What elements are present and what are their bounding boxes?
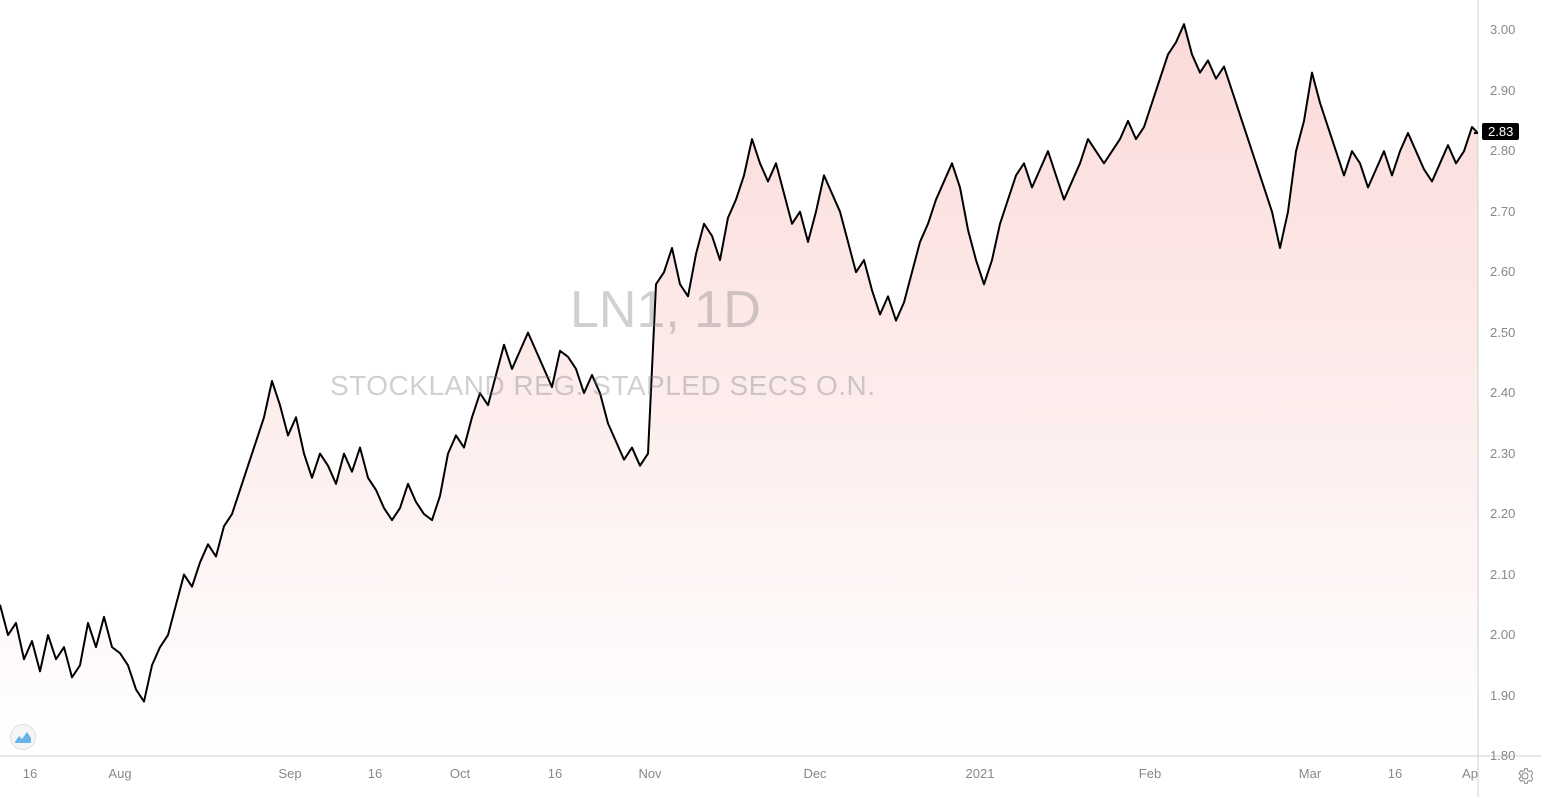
y-tick-label: 2.60 xyxy=(1490,264,1515,279)
y-tick-label: 2.10 xyxy=(1490,567,1515,582)
y-tick-label: 2.30 xyxy=(1490,446,1515,461)
x-tick-label: Mar xyxy=(1299,766,1321,781)
x-tick-label: Dec xyxy=(803,766,826,781)
x-tick-label: Sep xyxy=(278,766,301,781)
x-tick-label: Feb xyxy=(1139,766,1161,781)
x-tick-label: Oct xyxy=(450,766,470,781)
y-tick-label: 2.70 xyxy=(1490,204,1515,219)
y-tick-label: 2.90 xyxy=(1490,83,1515,98)
gear-icon xyxy=(1517,768,1533,784)
provider-logo-badge[interactable] xyxy=(10,724,36,750)
y-tick-label: 2.20 xyxy=(1490,506,1515,521)
y-tick-label: 1.90 xyxy=(1490,688,1515,703)
chart-area-fill xyxy=(0,24,1478,756)
x-tick-label: Ap xyxy=(1462,766,1478,781)
price-chart-svg[interactable] xyxy=(0,0,1541,797)
x-tick-label: 16 xyxy=(1388,766,1402,781)
x-tick-label: 16 xyxy=(23,766,37,781)
y-tick-label: 2.80 xyxy=(1490,143,1515,158)
x-tick-label: 16 xyxy=(548,766,562,781)
chart-settings-button[interactable] xyxy=(1515,766,1535,786)
chart-container: LN1, 1D STOCKLAND REG. STAPLED SECS O.N.… xyxy=(0,0,1541,797)
x-tick-label: 2021 xyxy=(966,766,995,781)
current-price-badge: 2.83 xyxy=(1482,123,1519,140)
y-tick-label: 3.00 xyxy=(1490,22,1515,37)
x-tick-label: Nov xyxy=(638,766,661,781)
mountain-chart-icon xyxy=(14,730,32,744)
y-tick-label: 1.80 xyxy=(1490,748,1515,763)
x-tick-label: 16 xyxy=(368,766,382,781)
y-tick-label: 2.00 xyxy=(1490,627,1515,642)
y-tick-label: 2.40 xyxy=(1490,385,1515,400)
x-tick-label: Aug xyxy=(108,766,131,781)
y-tick-label: 2.50 xyxy=(1490,325,1515,340)
